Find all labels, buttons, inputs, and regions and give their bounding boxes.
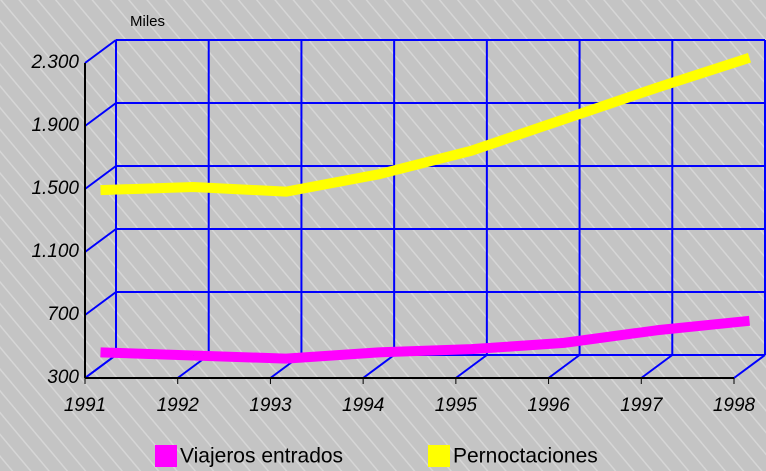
grid-line — [84, 165, 117, 190]
legend-swatch — [428, 445, 450, 467]
legend-label: Pernoctaciones — [453, 445, 598, 468]
x-tick-label: 1991 — [64, 395, 106, 416]
legend-swatch — [155, 445, 177, 467]
grid-line — [640, 354, 673, 379]
x-tick-label: 1995 — [435, 395, 478, 416]
grid-line — [84, 291, 117, 316]
x-tick-label: 1992 — [157, 395, 200, 416]
x-tick-label: 1994 — [342, 395, 384, 416]
grid-line — [455, 354, 488, 379]
x-tick-label: 1998 — [713, 395, 756, 416]
x-tick-label: 1997 — [620, 395, 664, 416]
legend-label: Viajeros entrados — [180, 445, 343, 468]
x-tick-label: 1996 — [527, 395, 570, 416]
grid-line — [84, 228, 117, 253]
grid-line — [547, 354, 581, 379]
grid-line — [733, 354, 766, 379]
series-line — [100, 53, 752, 197]
grid-line — [84, 39, 117, 64]
grid-line — [362, 354, 395, 379]
grid-line — [84, 102, 117, 127]
y-axis-label: Miles — [130, 13, 165, 30]
y-tick-label: 2.300 — [30, 52, 79, 73]
y-tick-label: 1.100 — [31, 241, 79, 262]
x-tick-label: 1993 — [249, 395, 292, 416]
y-tick-label: 1.500 — [31, 178, 79, 199]
series-line — [100, 315, 751, 364]
y-tick-label: 1.900 — [31, 115, 79, 136]
grid-line — [84, 354, 117, 379]
y-tick-label: 300 — [47, 367, 79, 388]
y-tick-label: 700 — [47, 304, 79, 325]
